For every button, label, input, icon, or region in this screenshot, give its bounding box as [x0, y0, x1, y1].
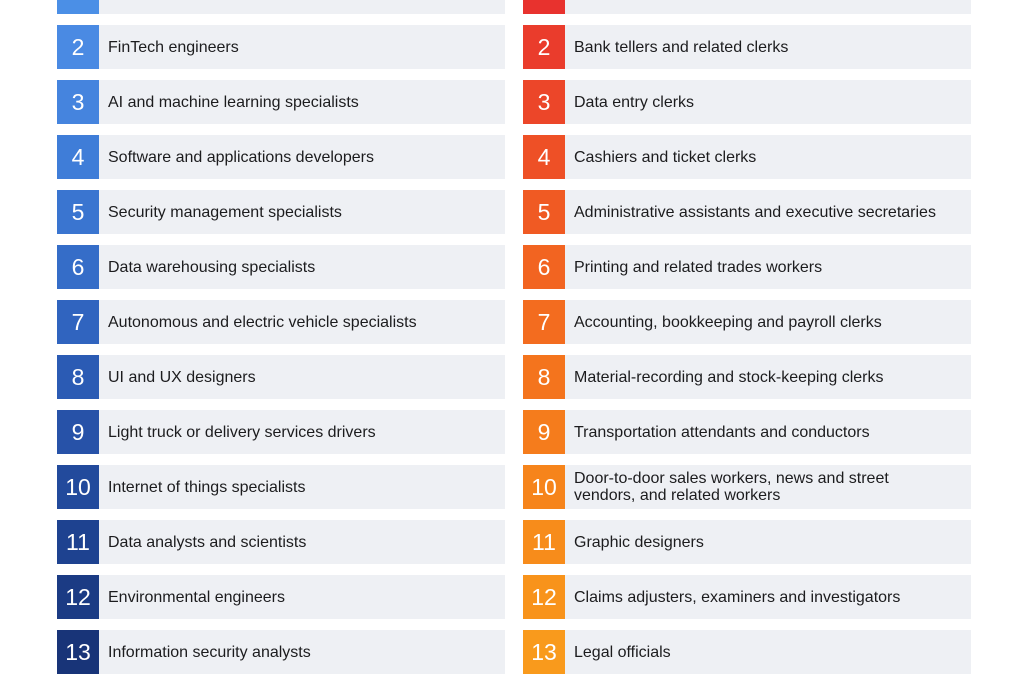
growing-row-2: 2 FinTech engineers	[57, 25, 505, 69]
growing-job-label: Autonomous and electric vehicle speciali…	[108, 313, 417, 331]
growing-job-label: Software and applications developers	[108, 148, 374, 166]
growing-rank-badge: 5	[57, 190, 99, 234]
declining-row-7: 7 Accounting, bookkeeping and payroll cle…	[523, 300, 971, 344]
declining-rank-badge: 7	[523, 300, 565, 344]
declining-rank-badge: 9	[523, 410, 565, 454]
declining-job-label: Graphic designers	[574, 533, 704, 551]
declining-rank-badge: 10	[523, 465, 565, 509]
declining-job-label: Legal officials	[574, 643, 671, 661]
growing-job-label: Information security analysts	[108, 643, 311, 661]
declining-row-6: 6 Printing and related trades workers	[523, 245, 971, 289]
declining-rank-badge: 2	[523, 25, 565, 69]
growing-rank-badge: 11	[57, 520, 99, 564]
declining-row-4: 4 Cashiers and ticket clerks	[523, 135, 971, 179]
declining-job-label: Claims adjusters, examiners and investig…	[574, 588, 901, 606]
declining-rank-badge: 3	[523, 80, 565, 124]
growing-job-label: Security management specialists	[108, 203, 342, 221]
declining-row-1: 1	[523, 0, 971, 14]
growing-rank-badge: 10	[57, 465, 99, 509]
growing-row-5: 5 Security management specialists	[57, 190, 505, 234]
growing-row-8: 8 UI and UX designers	[57, 355, 505, 399]
growing-row-1: 1	[57, 0, 505, 14]
growing-job-label: Data warehousing specialists	[108, 258, 316, 276]
declining-job-label: Administrative assistants and executive …	[574, 203, 936, 221]
growing-job-label: AI and machine learning specialists	[108, 93, 359, 111]
declining-rank-badge: 12	[523, 575, 565, 619]
growing-row-11: 11 Data analysts and scientists	[57, 520, 505, 564]
declining-job-label: Transportation attendants and conductors	[574, 423, 870, 441]
declining-rank-badge: 11	[523, 520, 565, 564]
declining-row-9: 9 Transportation attendants and conductor…	[523, 410, 971, 454]
growing-row-3: 3 AI and machine learning specialists	[57, 80, 505, 124]
growing-row-10: 10 Internet of things specialists	[57, 465, 505, 509]
declining-rank-badge: 8	[523, 355, 565, 399]
growing-job-label: Light truck or delivery services drivers	[108, 423, 376, 441]
growing-job-label: UI and UX designers	[108, 368, 256, 386]
growing-row-13: 13 Information security analysts	[57, 630, 505, 674]
growing-rank-badge: 3	[57, 80, 99, 124]
declining-row-8: 8 Material-recording and stock-keeping cl…	[523, 355, 971, 399]
declining-rank-badge: 4	[523, 135, 565, 179]
growing-rank-badge: 7	[57, 300, 99, 344]
growing-row-9: 9 Light truck or delivery services driver…	[57, 410, 505, 454]
growing-row-4: 4 Software and applications developers	[57, 135, 505, 179]
declining-job-label: Material-recording and stock-keeping cle…	[574, 368, 884, 386]
declining-job-label: Door-to-door sales workers, news and str…	[574, 470, 889, 504]
declining-row-12: 12 Claims adjusters, examiners and invest…	[523, 575, 971, 619]
growing-row-7: 7 Autonomous and electric vehicle special…	[57, 300, 505, 344]
declining-rank-badge: 1	[523, 0, 565, 14]
growing-job-label: FinTech engineers	[108, 38, 239, 56]
growing-rank-badge: 2	[57, 25, 99, 69]
growing-rank-badge: 4	[57, 135, 99, 179]
growing-job-label: Environmental engineers	[108, 588, 285, 606]
growing-row-12: 12 Environmental engineers	[57, 575, 505, 619]
declining-rank-badge: 6	[523, 245, 565, 289]
declining-job-label: Bank tellers and related clerks	[574, 38, 789, 56]
declining-row-5: 5 Administrative assistants and executive…	[523, 190, 971, 234]
declining-job-label: Cashiers and ticket clerks	[574, 148, 757, 166]
declining-row-11: 11 Graphic designers	[523, 520, 971, 564]
declining-rank-badge: 13	[523, 630, 565, 674]
declining-row-2: 2 Bank tellers and related clerks	[523, 25, 971, 69]
growing-row-6: 6 Data warehousing specialists	[57, 245, 505, 289]
declining-job-label: Accounting, bookkeeping and payroll cler…	[574, 313, 882, 331]
growing-rank-badge: 12	[57, 575, 99, 619]
growing-rank-badge: 1	[57, 0, 99, 14]
declining-row-13: 13 Legal officials	[523, 630, 971, 674]
growing-rank-badge: 8	[57, 355, 99, 399]
declining-row-3: 3 Data entry clerks	[523, 80, 971, 124]
growing-rank-badge: 9	[57, 410, 99, 454]
declining-row-10: 10 Door-to-door sales workers, news and s…	[523, 465, 971, 509]
growing-rank-badge: 6	[57, 245, 99, 289]
declining-rank-badge: 5	[523, 190, 565, 234]
declining-job-label: Data entry clerks	[574, 93, 695, 111]
growing-job-label: Internet of things specialists	[108, 478, 306, 496]
declining-job-label: Printing and related trades workers	[574, 258, 823, 276]
growing-rank-badge: 13	[57, 630, 99, 674]
growing-job-label: Data analysts and scientists	[108, 533, 307, 551]
